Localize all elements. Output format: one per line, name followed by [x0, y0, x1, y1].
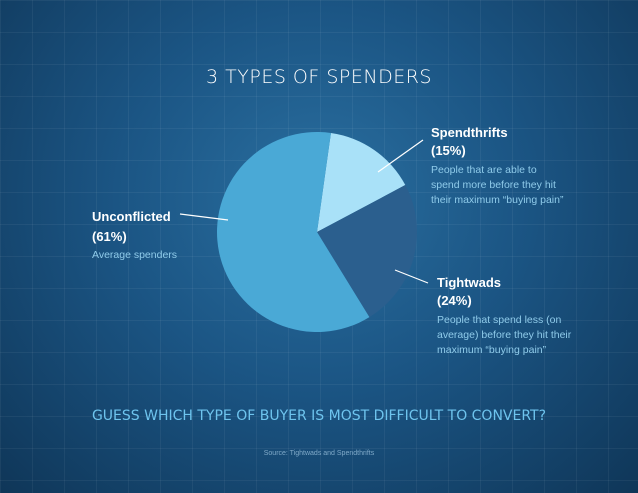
pie-slice — [317, 185, 417, 318]
slice-description: People that spend less (on average) befo… — [437, 314, 572, 356]
chart-title: 3 TYPES OF SPENDERS — [206, 66, 432, 88]
slice-label: Unconflicted — [92, 209, 171, 224]
value-label: (24%) — [437, 293, 472, 308]
value-label: (61%) — [92, 229, 127, 244]
value-label: (15%) — [431, 143, 466, 158]
slice-description: People that are able to spend more befor… — [431, 164, 564, 206]
pie — [217, 131, 417, 332]
pie-slice — [317, 132, 406, 232]
pie-slice — [217, 131, 370, 332]
leader-line — [377, 139, 424, 173]
source: Source: Tightwads and Spendthrifts — [263, 450, 375, 457]
slice-label: Tightwads — [437, 275, 502, 290]
leader-line — [179, 213, 229, 221]
leader-line — [394, 269, 429, 284]
slice-label: Spendthrifts — [431, 125, 508, 140]
slice-description: Average spenders — [92, 249, 178, 261]
question: GUESS WHICH TYPE OF BUYER IS MOST DIFFIC… — [91, 408, 547, 424]
